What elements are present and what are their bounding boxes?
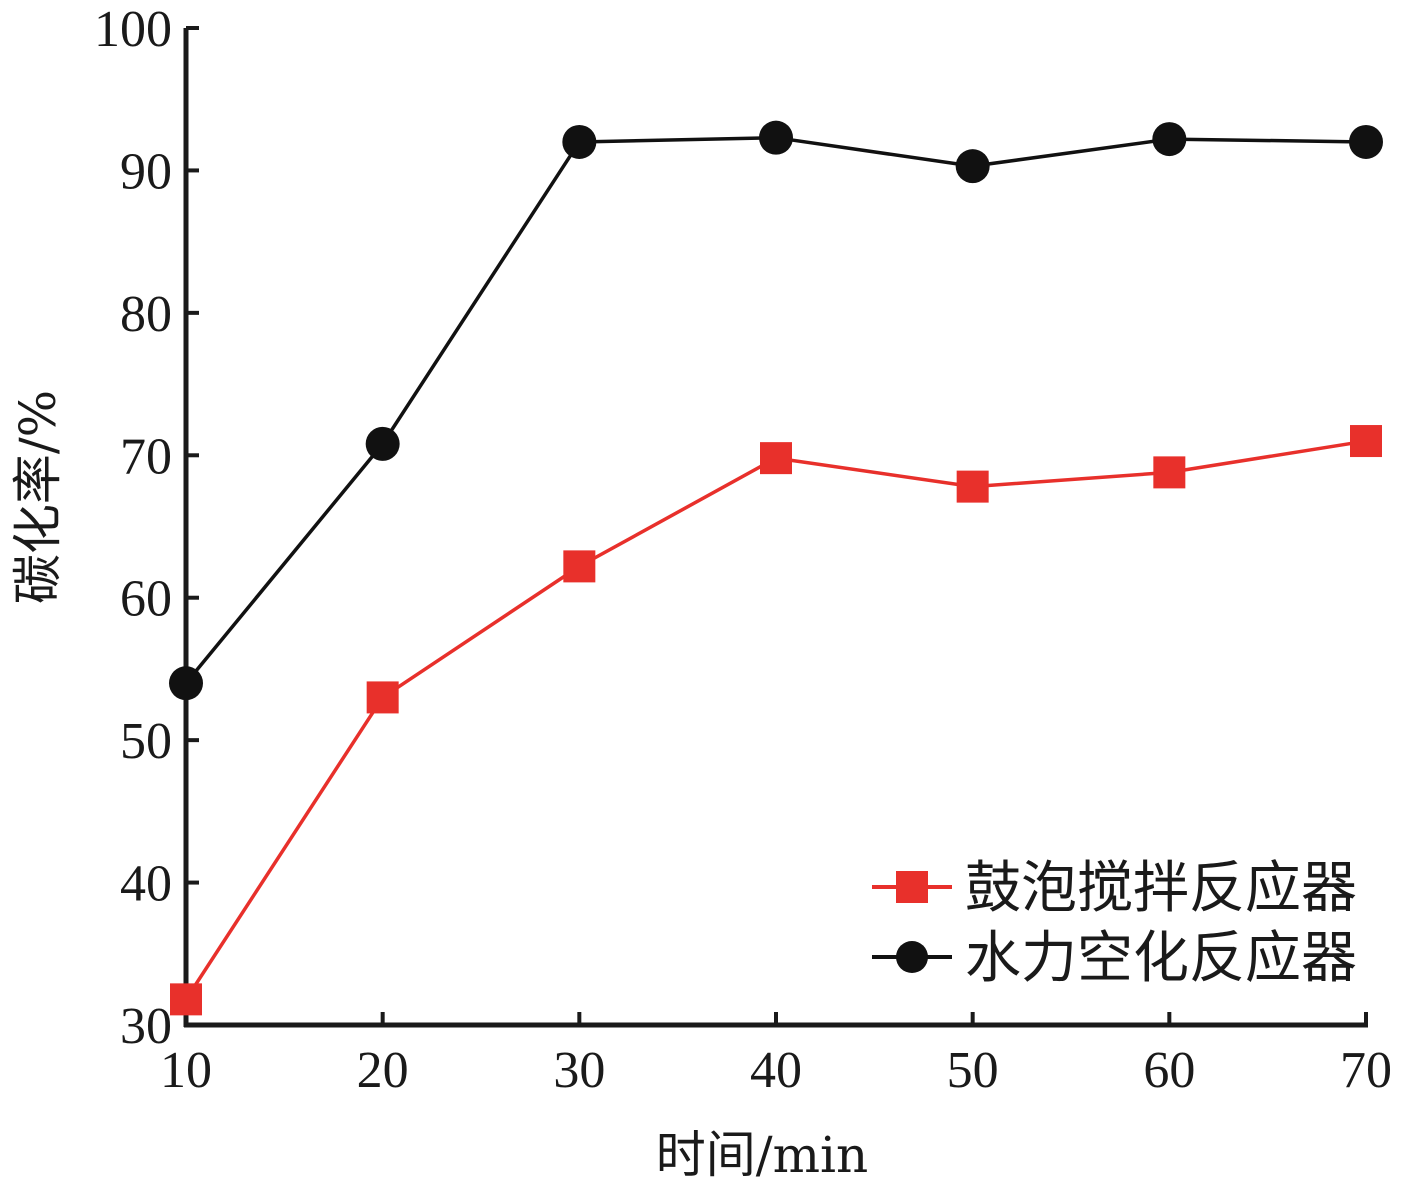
x-tick-label: 40	[750, 1042, 802, 1099]
x-ticks: 10 20 30 40 50 60 70	[160, 1012, 1392, 1099]
legend-label-series-2: 水力空化反应器	[965, 926, 1357, 991]
x-tick-label: 20	[357, 1042, 409, 1099]
data-point-circle	[1152, 122, 1187, 157]
data-point-square	[760, 442, 792, 475]
y-tick-label: 30	[120, 998, 172, 1055]
data-point-circle	[1349, 124, 1383, 159]
data-point-square	[956, 470, 989, 503]
legend-marker-circle	[896, 941, 928, 973]
y-tick-label: 70	[120, 428, 172, 485]
legend-item-series-1: 鼓泡搅拌反应器	[872, 856, 1357, 921]
x-tick-label: 10	[160, 1042, 212, 1099]
data-point-circle	[562, 124, 597, 159]
legend-label-series-1: 鼓泡搅拌反应器	[965, 856, 1357, 921]
data-point-square	[1153, 456, 1186, 489]
y-tick-label: 80	[120, 286, 172, 343]
x-tick-label: 50	[947, 1042, 999, 1099]
legend-item-series-2: 水力空化反应器	[872, 926, 1357, 991]
y-tick-label: 60	[120, 571, 172, 628]
data-point-circle	[955, 149, 990, 184]
series-layer	[169, 120, 1383, 1016]
y-tick-label: 40	[120, 856, 172, 913]
x-tick-label: 60	[1143, 1042, 1195, 1099]
y-ticks: 30 40 50 60 70 80 90 100	[94, 1, 199, 1055]
y-axis-title: 碳化率/%	[9, 390, 67, 604]
y-tick-label: 90	[120, 143, 172, 200]
legend-marker-square	[896, 871, 928, 903]
y-tick-label: 100	[94, 1, 172, 58]
data-point-square	[366, 681, 399, 714]
x-tick-label: 30	[553, 1042, 605, 1099]
data-point-square	[1350, 425, 1382, 458]
x-tick-label: 70	[1340, 1042, 1392, 1099]
data-point-circle	[365, 426, 400, 461]
legend: 鼓泡搅拌反应器 水力空化反应器	[872, 856, 1357, 991]
data-point-square	[170, 983, 202, 1016]
x-axis-title: 时间/min	[656, 1126, 868, 1181]
data-point-circle	[759, 120, 793, 155]
data-point-circle	[169, 666, 203, 701]
series-line-2	[184, 135, 1367, 685]
y-tick-label: 50	[120, 713, 172, 770]
data-point-square	[563, 550, 596, 583]
